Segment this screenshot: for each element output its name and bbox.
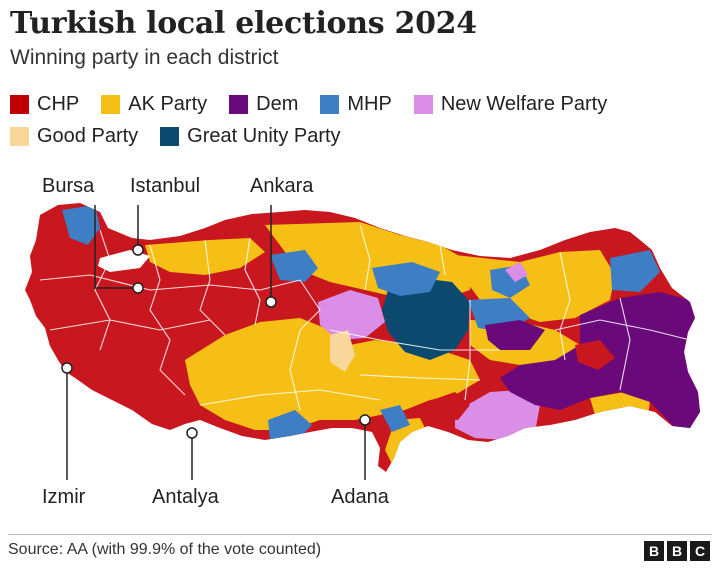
legend-row-1: CHP AK Party Dem MHP New Welfare Party — [10, 88, 710, 120]
city-label-istanbul: Istanbul — [130, 175, 200, 197]
region-dem-tunceli — [485, 320, 545, 350]
turkey-map: Bursa Istanbul Ankara Izmir Antalya Adan… — [25, 175, 700, 508]
bbc-logo-letter-3: C — [690, 541, 710, 561]
leader-lines — [66, 205, 366, 480]
legend-swatch-mhp — [320, 94, 340, 114]
source-note: Source: AA (with 99.9% of the vote count… — [8, 541, 322, 558]
legend-item-good-party: Good Party — [10, 125, 138, 148]
region-mhp-tokat — [372, 262, 440, 296]
legend-swatch-chp — [10, 94, 29, 114]
legend-swatch-new-welfare — [413, 94, 433, 114]
city-label-ankara: Ankara — [250, 175, 314, 197]
region-great-unity-sivas — [382, 278, 470, 360]
legend-swatch-ak-party — [101, 94, 121, 114]
legend-item-mhp: MHP — [320, 92, 392, 116]
chart-title: Turkish local elections 2024 — [10, 6, 477, 41]
legend-label-new-welfare: New Welfare Party — [440, 92, 608, 115]
region-ak-northwest — [145, 238, 265, 275]
legend-label-ak-party: AK Party — [128, 92, 208, 115]
legend-item-new-welfare: New Welfare Party — [413, 92, 608, 116]
bbc-logo-letter-1: B — [644, 541, 664, 561]
region-mhp-thrace — [62, 205, 100, 245]
legend-swatch-dem — [229, 94, 249, 114]
city-marker-bursa — [132, 282, 144, 294]
bbc-logo-letter-2: B — [667, 541, 687, 561]
legend-label-great-unity: Great Unity Party — [187, 124, 341, 147]
legend-item-chp: CHP — [10, 93, 79, 116]
legend-label-chp: CHP — [37, 92, 80, 115]
city-markers — [61, 244, 371, 439]
region-good-party — [330, 330, 355, 372]
region-chp-gaziantep — [432, 392, 470, 420]
legend-row-2: Good Party Great Unity Party — [10, 120, 710, 152]
region-mhp-north — [270, 250, 318, 282]
city-marker-ankara — [265, 296, 277, 308]
city-label-antalya: Antalya — [152, 486, 220, 508]
district-borders — [39, 224, 691, 411]
city-label-bursa: Bursa — [42, 175, 95, 197]
bbc-logo: B B C — [641, 541, 710, 561]
region-new-welfare-east — [505, 262, 528, 282]
legend-item-ak-party: AK Party — [101, 93, 207, 116]
legend-swatch-great-unity — [160, 126, 180, 146]
city-label-izmir: Izmir — [42, 486, 86, 508]
region-new-welfare-urfa — [455, 390, 540, 440]
legend-item-dem: Dem — [229, 93, 298, 116]
city-marker-istanbul — [132, 244, 144, 256]
leader-bursa — [94, 205, 138, 289]
legend-item-great-unity: Great Unity Party — [160, 124, 341, 148]
footer-divider — [8, 534, 712, 535]
region-new-welfare-yozgat — [318, 290, 385, 340]
legend-label-dem: Dem — [256, 92, 299, 115]
legend-swatch-good-party — [10, 126, 29, 146]
region-chp-east — [575, 340, 615, 370]
city-marker-antalya — [186, 427, 198, 439]
legend: CHP AK Party Dem MHP New Welfare Party G… — [10, 88, 710, 152]
district-regions — [25, 203, 700, 472]
city-marker-adana — [359, 414, 371, 426]
city-marker-izmir — [61, 362, 73, 374]
region-mhp-ardahan — [610, 250, 660, 292]
chart-subtitle: Winning party in each district — [10, 46, 279, 69]
region-mhp-osmaniye — [380, 405, 410, 432]
legend-label-good-party: Good Party — [37, 124, 139, 147]
legend-label-mhp: MHP — [347, 92, 392, 115]
city-label-adana: Adana — [331, 486, 390, 508]
